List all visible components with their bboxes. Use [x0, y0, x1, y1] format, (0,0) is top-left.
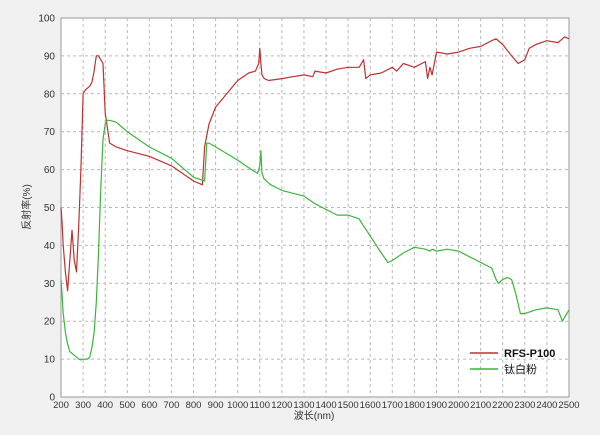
x-tick-label: 500	[119, 400, 135, 411]
y-tick-label: 80	[44, 89, 56, 100]
x-axis-label: 波长(nm)	[294, 409, 335, 422]
x-tick-label: 2200	[492, 400, 513, 411]
x-tick-label: 900	[208, 400, 224, 411]
x-tick-label: 400	[97, 400, 113, 411]
y-tick-label: 0	[49, 393, 55, 404]
x-tick-label: 1200	[271, 400, 292, 411]
x-tick-label: 2000	[448, 400, 469, 411]
y-tick-label: 60	[44, 165, 56, 176]
y-tick-label: 100	[38, 14, 55, 25]
data-series	[60, 36, 570, 361]
x-tick-label: 1700	[382, 400, 403, 411]
x-tick-label: 1100	[250, 400, 270, 411]
x-tick-label: 1000	[227, 400, 248, 411]
x-tick-label: 2500	[558, 400, 579, 411]
x-tick-label: 1800	[404, 400, 425, 411]
x-tick-label: 600	[141, 400, 157, 411]
legend: RFS-P100 钛白粉	[470, 348, 555, 376]
x-tick-label: 1500	[338, 400, 359, 411]
y-tick-label: 90	[44, 51, 56, 62]
y-tick-label: 40	[44, 241, 56, 252]
y-tick-label: 70	[44, 127, 56, 138]
legend-entry: 钛白粉	[504, 362, 537, 376]
legend-entry: RFS-P100	[504, 348, 555, 360]
x-tick-label: 2400	[536, 400, 557, 411]
y-tick-label: 50	[44, 203, 56, 214]
x-tick-label: 200	[53, 400, 69, 411]
y-tick-label: 10	[44, 355, 56, 366]
x-tick-label: 1400	[315, 400, 336, 411]
x-tick-label: 1900	[426, 400, 447, 411]
grid-lines	[61, 18, 569, 397]
axes: 200 300 400 500 600 700 800 900 1000 1100 1200 1300…	[38, 14, 579, 412]
y-axis-label: 反射率(%)	[20, 184, 33, 230]
y-tick-label: 20	[44, 317, 56, 328]
x-tick-label: 800	[186, 400, 202, 411]
y-tick-label: 30	[44, 279, 56, 290]
x-tick-label: 1600	[360, 400, 381, 411]
x-tick-label: 1300	[293, 400, 314, 411]
x-tick-label: 700	[164, 400, 180, 411]
series-line-1	[60, 36, 570, 292]
x-tick-label: 2300	[514, 400, 535, 411]
x-tick-label: 300	[75, 400, 91, 411]
series-line-2	[60, 119, 570, 361]
x-tick-label: 2100	[470, 400, 491, 411]
